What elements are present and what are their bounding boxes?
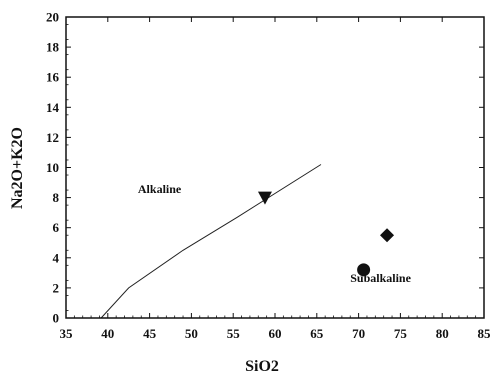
x-tick-label: 55: [227, 326, 241, 341]
ticks-layer: 35 40 45 50 55 60 65 70 75 80 85 0 2 4 6 8 10 12 14 16 18 20: [46, 10, 491, 342]
y-tick-label: 0: [53, 311, 60, 326]
y-tick-label: 4: [53, 250, 60, 265]
x-tick-label: 85: [478, 326, 492, 341]
y-tick-label: 8: [53, 190, 60, 205]
y-tick-label: 14: [46, 100, 60, 115]
y-tick-label: 2: [53, 280, 60, 295]
x-tick-label: 60: [269, 326, 282, 341]
y-tick-label: 12: [46, 130, 59, 145]
y-tick-label: 20: [46, 10, 59, 25]
x-tick-label: 35: [60, 326, 74, 341]
x-tick-label: 40: [101, 326, 114, 341]
x-tick-label: 75: [394, 326, 408, 341]
y-axis-title: Na2O+K2O: [9, 127, 26, 209]
x-tick-label: 45: [143, 326, 157, 341]
data-point-triangle: [257, 191, 272, 205]
x-tick-label: 70: [352, 326, 365, 341]
region-label-alkaline: Alkaline: [138, 182, 182, 196]
y-tick-label: 16: [46, 70, 60, 85]
data-point-diamond: [380, 228, 395, 243]
alkaline-subalkaline-boundary-line: [100, 164, 322, 319]
x-tick-label: 80: [436, 326, 449, 341]
x-tick-label: 50: [185, 326, 198, 341]
plot-frame: [65, 16, 485, 319]
x-axis-title: SiO2: [245, 358, 279, 375]
x-tick-label: 65: [310, 326, 324, 341]
y-tick-label: 18: [46, 40, 60, 55]
data-point-circle: [357, 263, 371, 277]
y-tick-label: 6: [53, 220, 60, 235]
region-label-subalkaline: Subalkaline: [350, 271, 411, 285]
y-tick-label: 10: [46, 160, 59, 175]
data-points: [257, 191, 395, 277]
